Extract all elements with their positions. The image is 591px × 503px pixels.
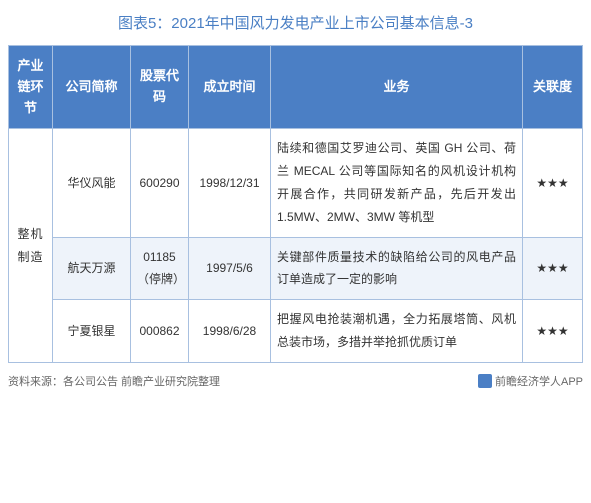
- data-table: 产业链环节 公司简称 股票代码 成立时间 业务 关联度 整机制造 华仪风能 60…: [8, 45, 583, 363]
- footer-brand-wrap: 前瞻经济学人APP: [478, 373, 583, 389]
- cell-code: 01185（停牌）: [131, 237, 189, 300]
- cell-code: 000862: [131, 300, 189, 363]
- cell-biz: 把握风电抢装潮机遇，全力拓展塔筒、风机总装市场，多措并举抢抓优质订单: [271, 300, 523, 363]
- chart-title: 图表5：2021年中国风力发电产业上市公司基本信息-3: [8, 12, 583, 33]
- footer-source: 资料来源：各公司公告 前瞻产业研究院整理: [8, 373, 220, 389]
- cell-rel: ★★★: [523, 237, 583, 300]
- header-chain: 产业链环节: [9, 46, 53, 129]
- table-row: 航天万源 01185（停牌） 1997/5/6 关键部件质量技术的缺陷给公司的风…: [9, 237, 583, 300]
- cell-date: 1997/5/6: [189, 237, 271, 300]
- cell-rel: ★★★: [523, 129, 583, 237]
- cell-rel: ★★★: [523, 300, 583, 363]
- header-rel: 关联度: [523, 46, 583, 129]
- cell-biz: 陆续和德国艾罗迪公司、英国 GH 公司、荷兰 MECAL 公司等国际知名的风机设…: [271, 129, 523, 237]
- cell-name: 华仪风能: [53, 129, 131, 237]
- footer: 资料来源：各公司公告 前瞻产业研究院整理 前瞻经济学人APP: [8, 373, 583, 389]
- footer-brand: 前瞻经济学人APP: [495, 373, 583, 389]
- table-row: 宁夏银星 000862 1998/6/28 把握风电抢装潮机遇，全力拓展塔筒、风…: [9, 300, 583, 363]
- brand-icon: [478, 374, 492, 388]
- cell-date: 1998/12/31: [189, 129, 271, 237]
- cell-biz: 关键部件质量技术的缺陷给公司的风电产品订单造成了一定的影响: [271, 237, 523, 300]
- cell-date: 1998/6/28: [189, 300, 271, 363]
- cell-code: 600290: [131, 129, 189, 237]
- header-code: 股票代码: [131, 46, 189, 129]
- header-date: 成立时间: [189, 46, 271, 129]
- cell-name: 宁夏银星: [53, 300, 131, 363]
- table-header-row: 产业链环节 公司简称 股票代码 成立时间 业务 关联度: [9, 46, 583, 129]
- cell-name: 航天万源: [53, 237, 131, 300]
- chain-cell: 整机制造: [9, 129, 53, 362]
- table-row: 整机制造 华仪风能 600290 1998/12/31 陆续和德国艾罗迪公司、英…: [9, 129, 583, 237]
- header-biz: 业务: [271, 46, 523, 129]
- header-name: 公司简称: [53, 46, 131, 129]
